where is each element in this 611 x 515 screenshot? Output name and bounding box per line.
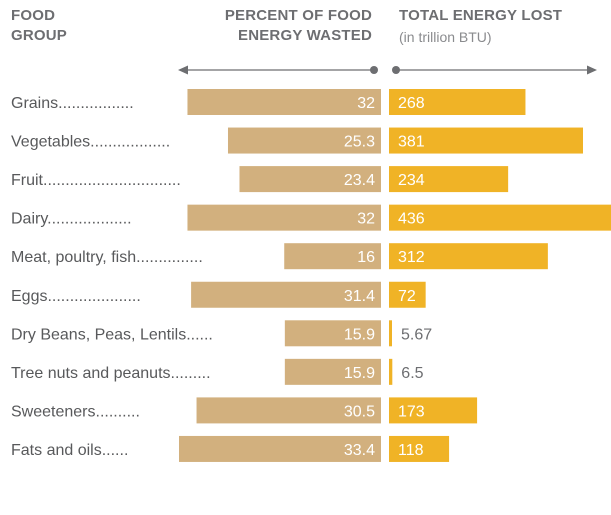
percent-bar — [284, 320, 381, 347]
percent-bar — [187, 89, 381, 115]
energy-bar — [389, 204, 611, 231]
percent-arrow-head — [178, 65, 188, 75]
percent-value-label: 25.3 — [344, 134, 375, 151]
chart-rows: Grains................. 32 268 Vegetables..… — [11, 89, 611, 462]
header-arrows — [178, 65, 597, 75]
percent-bar — [227, 127, 381, 154]
energy-value-label: 381 — [398, 134, 425, 151]
category-label: Fruit............................... — [11, 172, 181, 189]
percent-value-label: 15.9 — [344, 326, 375, 343]
energy-value-label: 118 — [398, 442, 424, 459]
percent-value-label: 31.4 — [344, 288, 375, 305]
energy-value-label: 436 — [398, 211, 425, 228]
energy-subheader: (in trillion BTU) — [399, 29, 492, 45]
category-label: Grains................. — [11, 95, 134, 112]
percent-bar — [284, 243, 381, 270]
energy-bar — [389, 243, 548, 270]
energy-value-label: 72 — [398, 288, 416, 305]
energy-bar — [389, 435, 450, 462]
category-label: Dairy................... — [11, 211, 132, 228]
percent-header-line2: ENERGY WASTED — [237, 27, 372, 44]
percent-bar — [239, 166, 381, 193]
energy-value-label: 5.67 — [401, 326, 432, 343]
energy-header: TOTAL ENERGY LOST — [399, 7, 563, 24]
energy-value-label: 173 — [398, 403, 425, 420]
energy-value-label: 6.5 — [401, 365, 423, 382]
percent-value-label: 32 — [357, 95, 375, 112]
percent-header: PERCENT OF FOOD ENERGY WASTED — [170, 6, 372, 46]
percent-bar — [196, 397, 381, 424]
energy-arrow-dot — [392, 66, 400, 74]
food-group-header-line2: GROUP — [11, 27, 68, 44]
energy-bar — [389, 127, 583, 154]
energy-bar — [389, 397, 478, 424]
percent-value-label: 15.9 — [344, 365, 375, 382]
food-group-header-line1: FOOD — [11, 7, 56, 24]
percent-value-label: 23.4 — [344, 172, 375, 189]
percent-value-label: 30.5 — [344, 403, 375, 420]
percent-bar — [284, 358, 381, 385]
energy-bar — [389, 358, 393, 385]
energy-value-label: 234 — [398, 172, 425, 189]
energy-value-label: 268 — [398, 95, 425, 112]
percent-bar — [187, 204, 381, 231]
category-label: Vegetables.................. — [11, 134, 170, 151]
category-label: Eggs..................... — [11, 288, 141, 305]
energy-bar — [389, 281, 426, 308]
category-label: Tree nuts and peanuts......... — [11, 365, 211, 382]
percent-bar — [179, 435, 381, 462]
food-group-header: FOOD GROUP — [11, 6, 67, 46]
energy-bar — [389, 89, 526, 115]
category-label: Dry Beans, Peas, Lentils...... — [11, 326, 213, 343]
percent-value-label: 16 — [357, 249, 375, 266]
percent-arrow-dot — [370, 66, 378, 74]
energy-bar — [389, 320, 392, 347]
percent-header-line1: PERCENT OF FOOD — [224, 7, 372, 24]
category-label: Meat, poultry, fish............... — [11, 249, 203, 266]
category-label: Sweeteners.......... — [11, 403, 140, 420]
energy-arrow-head — [587, 65, 597, 75]
percent-bar — [191, 281, 381, 308]
energy-value-label: 312 — [398, 249, 425, 266]
category-label: Fats and oils...... — [11, 442, 128, 459]
percent-value-label: 32 — [357, 211, 375, 228]
percent-value-label: 33.4 — [344, 442, 375, 459]
energy-bar — [389, 166, 509, 193]
